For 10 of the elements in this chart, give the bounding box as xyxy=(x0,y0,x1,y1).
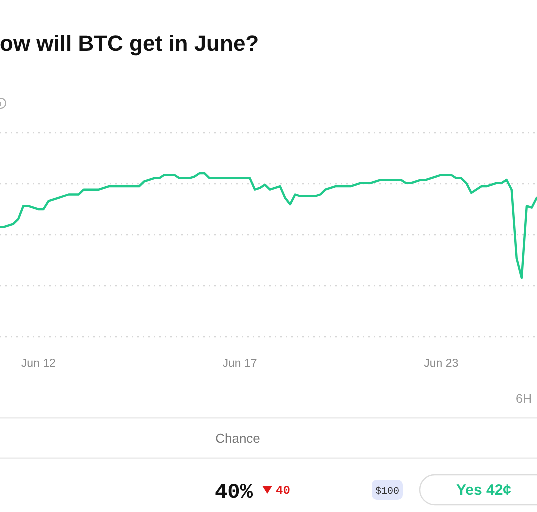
text: $100 xyxy=(375,486,400,498)
text: Chance xyxy=(216,431,260,446)
text: 6H xyxy=(516,392,532,406)
text: 40 xyxy=(276,484,290,498)
text: Yes 42¢ xyxy=(456,482,512,499)
x-tick-label: Jun 12 xyxy=(21,358,56,370)
x-tick-label: Jun 17 xyxy=(222,358,258,370)
x-tick-label: Jun 23 xyxy=(424,358,459,370)
chart-title: ow will BTC get in June? xyxy=(0,31,260,56)
text: 40% xyxy=(215,482,254,505)
